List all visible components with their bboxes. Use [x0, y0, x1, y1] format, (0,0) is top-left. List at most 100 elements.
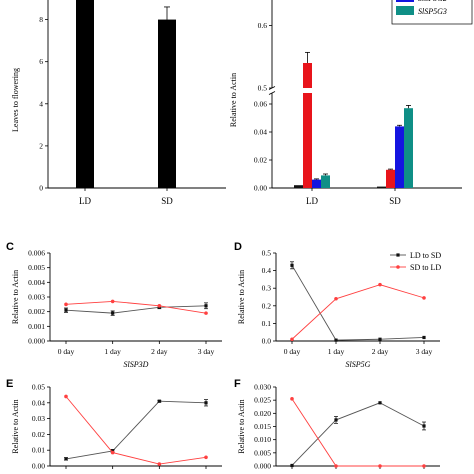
- panel-b-y-axis-label: Relative to Actin: [229, 73, 238, 127]
- panel-f-point: [290, 397, 294, 401]
- panel-c-series-line: [65, 300, 207, 314]
- panel-d-legend-label: LD to SD: [410, 251, 441, 260]
- panel-b-bar-sd: [395, 126, 404, 188]
- panel-e-x-tick-label: 1 day: [104, 472, 121, 474]
- panel-d-x-tick-label: 1 day: [328, 347, 345, 356]
- panel-c-y-tick-label: 0.001: [28, 322, 45, 331]
- panel-a-y-tick-label: 2: [39, 141, 43, 150]
- panel-b-legend-label: SlSP5G3: [418, 7, 447, 16]
- panel-a-x-tick-label: SD: [161, 196, 173, 206]
- panel-b-bar-sd: [386, 169, 395, 188]
- panel-f-point: [378, 464, 382, 468]
- panel-c-y-tick-label: 0.002: [28, 307, 45, 316]
- panel-b-bar-sd: [404, 108, 413, 188]
- panel-d-series-line: [291, 265, 425, 341]
- panel-a-bar-ld: [76, 0, 94, 188]
- panel-c-point: [204, 304, 208, 308]
- panel-b-bar-ld: [303, 63, 312, 88]
- panel-c-y-tick-label: 0.004: [28, 278, 45, 287]
- panel-b-x-tick-label: SD: [389, 196, 401, 206]
- panel-c-x-tick-label: 0 day: [58, 347, 75, 356]
- panel-f-x-tick-label: 1 day: [328, 472, 345, 474]
- panel-f-point: [422, 464, 426, 468]
- panel-d-legend-marker: [396, 253, 400, 257]
- panel-a-y-axis-label: Leaves to flowering: [11, 68, 20, 132]
- panel-d-y-tick-label: 0.2: [262, 301, 272, 310]
- panel-d-legend-label: SD to LD: [410, 263, 441, 272]
- panel-d-letter: D: [234, 241, 242, 253]
- panel-b-bar-sd: [377, 186, 386, 188]
- panel-d-y-tick-label: 0.3: [262, 284, 272, 293]
- panel-a-y-tick-label: 6: [39, 57, 43, 66]
- panel-e-series-line: [65, 396, 207, 465]
- panel-c-point: [64, 308, 68, 312]
- panel-d-y-tick-label: 0.5: [262, 249, 272, 258]
- panel-f-y-tick-label: 0.015: [254, 422, 271, 431]
- panel-b-bar-ld: [312, 179, 321, 188]
- panel-c-point: [64, 302, 68, 307]
- panel-b-y-tick-label: 0.04: [254, 128, 267, 137]
- panel-f-y-tick-label: 0.005: [254, 448, 271, 457]
- panel-a-y-tick-label: 4: [39, 99, 43, 108]
- panel-e-series-line: [65, 400, 207, 460]
- panel-c-letter: C: [6, 241, 14, 253]
- panel-b-bar-ld-lower: [303, 93, 312, 188]
- panel-c-x-tick-label: 2 day: [151, 347, 168, 356]
- panel-e-x-tick-label: 2 day: [151, 472, 168, 474]
- panel-e-point: [204, 455, 208, 460]
- panel-d-point: [334, 338, 338, 342]
- panel-b-y-tick-label: 0.00: [254, 184, 267, 193]
- panel-b-y-tick-label: 0.5: [258, 84, 268, 93]
- panel-e-y-tick-label: 0.05: [32, 383, 45, 392]
- panel-f-point: [422, 424, 426, 428]
- panel-c-x-tick-label: 3 day: [198, 347, 215, 356]
- panel-a-y-tick-label: 8: [39, 15, 43, 24]
- panel-f-y-tick-label: 0.025: [254, 396, 271, 405]
- panel-c-point: [204, 311, 208, 315]
- panel-c-x-tick-label: 1 day: [104, 347, 121, 356]
- panel-b-y-tick-label: 0.6: [258, 21, 268, 30]
- panel-c-y-tick-label: 0.006: [28, 249, 45, 258]
- panel-e-point: [64, 394, 68, 399]
- panel-e-point: [157, 462, 162, 466]
- panel-f-y-tick-label: 0.030: [254, 383, 271, 392]
- panel-e-y-axis-label: Relative to Actin: [11, 399, 20, 453]
- panel-c-gene-label: SlSP3D: [124, 360, 149, 369]
- panel-f-y-tick-label: 0.020: [254, 409, 271, 418]
- panel-d-point: [290, 337, 294, 342]
- panel-b-legend-label: SlSP3G2: [418, 0, 447, 3]
- panel-c-point: [111, 311, 115, 315]
- panel-b-legend-swatch: [396, 6, 414, 15]
- panel-e-point: [204, 401, 208, 405]
- panel-d-y-axis-label: Relative to Actin: [237, 270, 246, 324]
- panel-f-letter: F: [234, 378, 241, 390]
- panel-c-y-tick-label: 0.005: [28, 263, 45, 272]
- panel-d-gene-label: SlSP5G: [346, 360, 371, 369]
- panel-c-series-line: [65, 305, 207, 314]
- panel-d-y-tick-label: 0.0: [262, 337, 272, 346]
- panel-c-point: [110, 299, 115, 304]
- panel-c-point: [157, 304, 162, 308]
- panel-f-x-tick-label: 2 day: [372, 472, 389, 474]
- panel-f-series-line: [291, 402, 425, 466]
- panel-f-point: [334, 464, 338, 468]
- panel-c-y-axis-label: Relative to Actin: [11, 270, 20, 324]
- panel-d-y-tick-label: 0.1: [262, 319, 272, 328]
- panel-a-x-tick-label: LD: [79, 196, 91, 206]
- panel-d-point: [422, 335, 426, 340]
- panel-d-point: [334, 296, 338, 301]
- panel-e-letter: E: [6, 378, 13, 390]
- panel-d-point: [378, 337, 382, 341]
- panel-d-x-tick-label: 2 day: [372, 347, 389, 356]
- panel-d-point: [422, 296, 426, 300]
- panel-b-legend-swatch: [396, 0, 414, 2]
- panel-f-point: [290, 463, 294, 468]
- panel-d-point: [378, 282, 382, 287]
- panel-e-y-tick-label: 0.01: [32, 446, 45, 455]
- panel-e-y-tick-label: 0.04: [32, 398, 45, 407]
- panel-b-bar-ld: [321, 175, 330, 188]
- panel-e-point: [64, 457, 68, 461]
- panel-b-y-tick-label: 0.02: [254, 156, 267, 165]
- panel-e-x-tick-label: 3 day: [198, 472, 215, 474]
